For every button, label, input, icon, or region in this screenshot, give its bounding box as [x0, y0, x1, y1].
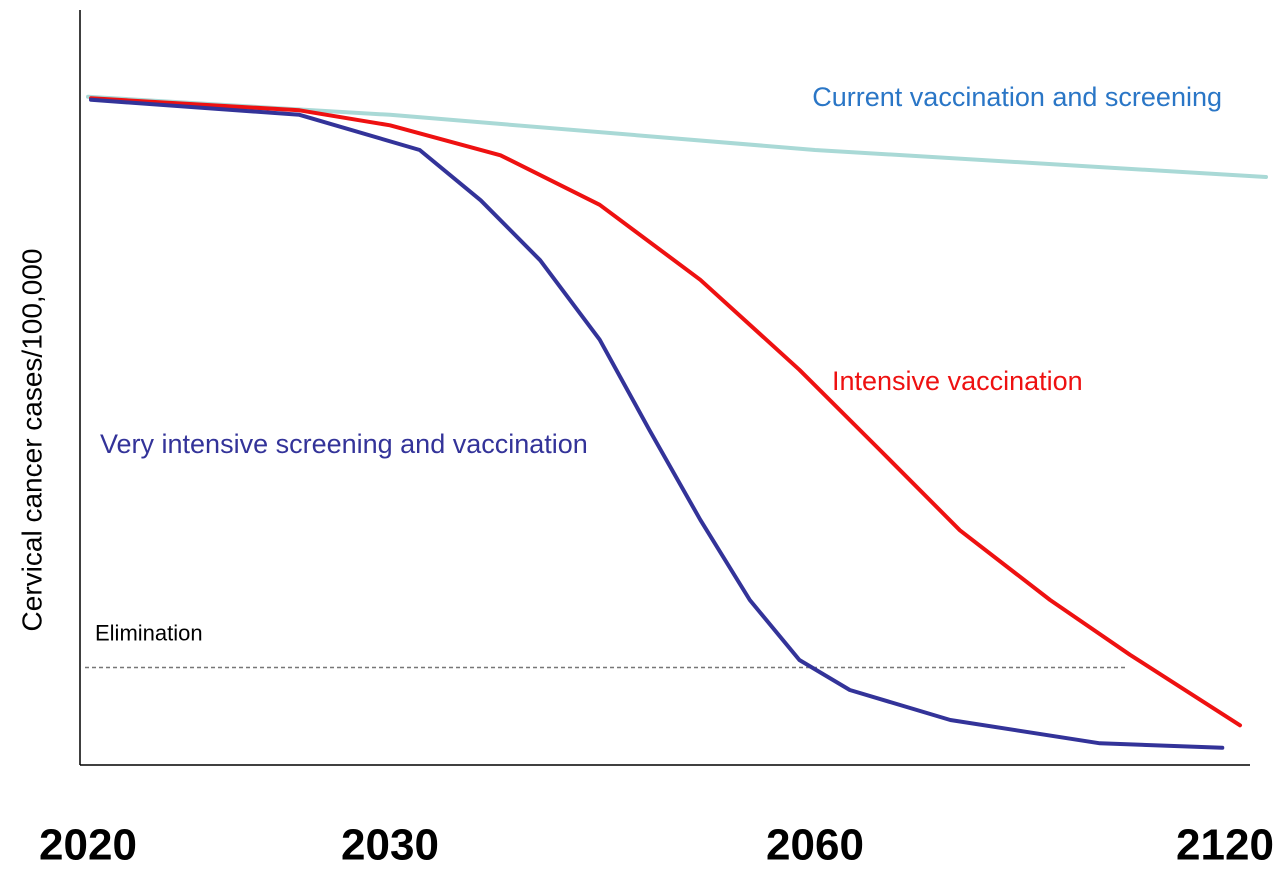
y-axis-label: Cervical cancer cases/100,000 [16, 249, 47, 632]
series-label: Intensive vaccination [832, 366, 1083, 396]
elimination-label: Elimination [95, 620, 203, 645]
x-tick-label: 2120 [1176, 821, 1274, 869]
x-tick-label: 2060 [766, 821, 864, 869]
series-line [89, 97, 1225, 750]
series-line [89, 96, 1242, 728]
x-tick-label: 2030 [341, 821, 439, 869]
series-label: Current vaccination and screening [812, 82, 1222, 112]
series-label: Very intensive screening and vaccination [100, 429, 588, 459]
x-tick-label: 2020 [39, 821, 137, 869]
